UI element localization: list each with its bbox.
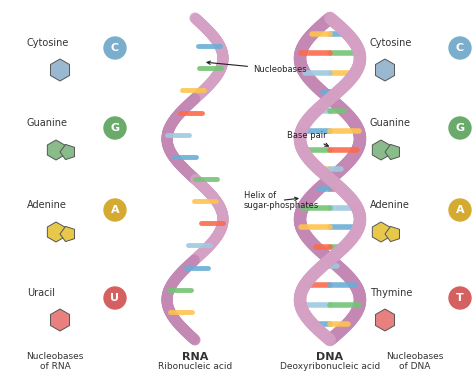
Text: Adenine: Adenine (370, 200, 410, 210)
Text: Ribonucleic acid: Ribonucleic acid (158, 362, 232, 371)
Circle shape (104, 117, 126, 139)
Circle shape (104, 287, 126, 309)
Text: Nucleobases
of DNA: Nucleobases of DNA (386, 352, 444, 371)
Polygon shape (50, 59, 70, 81)
Polygon shape (60, 227, 74, 242)
Circle shape (449, 199, 471, 221)
Text: A: A (456, 205, 465, 215)
Text: C: C (456, 43, 464, 53)
Text: A: A (111, 205, 119, 215)
Text: T: T (456, 293, 464, 303)
Text: Base pair: Base pair (287, 131, 328, 146)
Circle shape (104, 37, 126, 59)
Circle shape (449, 117, 471, 139)
Text: G: G (456, 123, 465, 133)
Text: DNA: DNA (317, 352, 344, 362)
Polygon shape (50, 309, 70, 331)
Text: Thymine: Thymine (370, 288, 412, 298)
Polygon shape (385, 227, 400, 242)
Text: Guanine: Guanine (27, 118, 68, 128)
Circle shape (449, 37, 471, 59)
Polygon shape (375, 309, 394, 331)
Polygon shape (47, 140, 64, 160)
Text: Nucleobases
of RNA: Nucleobases of RNA (27, 352, 84, 371)
Polygon shape (60, 144, 74, 160)
Text: Deoxyribonucleic acid: Deoxyribonucleic acid (280, 362, 380, 371)
Text: U: U (110, 293, 119, 303)
Text: Guanine: Guanine (370, 118, 411, 128)
Polygon shape (373, 222, 390, 242)
Circle shape (104, 199, 126, 221)
Text: Nucleobases: Nucleobases (207, 61, 307, 74)
Text: C: C (111, 43, 119, 53)
Text: Helix of
sugar-phosphates: Helix of sugar-phosphates (244, 190, 319, 210)
Text: Adenine: Adenine (27, 200, 67, 210)
Polygon shape (373, 140, 390, 160)
Text: Cytosine: Cytosine (27, 38, 69, 48)
Text: Cytosine: Cytosine (370, 38, 412, 48)
Polygon shape (375, 59, 394, 81)
Polygon shape (47, 222, 64, 242)
Polygon shape (385, 144, 400, 160)
Text: G: G (110, 123, 119, 133)
Circle shape (449, 287, 471, 309)
Text: Uracil: Uracil (27, 288, 55, 298)
Text: RNA: RNA (182, 352, 208, 362)
